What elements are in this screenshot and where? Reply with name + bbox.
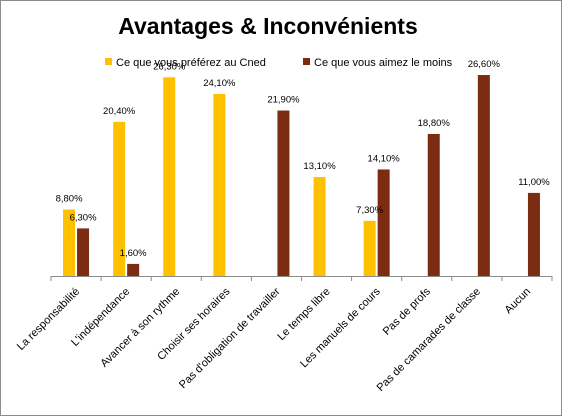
- x-tick-label: Aucun: [503, 286, 534, 317]
- data-label: 11,00%: [518, 177, 550, 188]
- bar-preferred: [163, 77, 176, 277]
- data-label: 14,10%: [368, 153, 401, 164]
- legend-swatch-preferred: [105, 58, 112, 65]
- bars-group: [63, 75, 540, 277]
- bar-least-liked: [377, 169, 390, 276]
- bar-least-liked: [427, 133, 440, 276]
- bar-least-liked: [77, 228, 90, 276]
- bar-preferred: [363, 220, 376, 276]
- x-tick-label: Pas de camarades de classe: [375, 286, 483, 394]
- bar-least-liked: [477, 75, 490, 277]
- data-label: 13,10%: [303, 161, 336, 172]
- data-label: 26,30%: [153, 61, 186, 72]
- data-label: 8,80%: [56, 194, 83, 205]
- data-label: 1,60%: [120, 248, 147, 259]
- bar-preferred: [113, 121, 126, 276]
- bar-least-liked: [277, 110, 290, 277]
- data-label: 6,30%: [70, 212, 97, 223]
- data-label: 26,60%: [468, 59, 501, 70]
- data-label: 7,30%: [356, 205, 383, 216]
- data-label: 18,80%: [418, 118, 451, 129]
- bar-preferred: [313, 177, 326, 276]
- legend: Ce que vous préférez au Cned Ce que vous…: [105, 57, 453, 69]
- x-tick-label: Pas de profs: [381, 285, 434, 338]
- chart-title: Avantages & Inconvénients: [118, 13, 418, 39]
- legend-label-preferred: Ce que vous préférez au Cned: [116, 57, 266, 69]
- legend-swatch-least-liked: [303, 58, 310, 65]
- legend-label-least-liked: Ce que vous aimez le moins: [314, 57, 453, 69]
- value-labels-group: 8,80% 6,30% 20,40% 1,60% 26,30% 24,10% 21,90% 1…: [56, 59, 551, 259]
- x-tick-label: Le temps libre: [275, 286, 332, 343]
- data-label: 20,40%: [103, 106, 136, 117]
- bar-preferred: [63, 209, 76, 276]
- bar-least-liked: [127, 263, 140, 276]
- data-label: 21,90%: [267, 95, 300, 106]
- data-label: 24,10%: [203, 78, 236, 89]
- x-tick-label: Pas d'obligation de travailler: [177, 285, 283, 391]
- x-axis-ticks: [50, 276, 553, 281]
- bar-least-liked: [527, 192, 540, 276]
- bar-preferred: [213, 93, 226, 277]
